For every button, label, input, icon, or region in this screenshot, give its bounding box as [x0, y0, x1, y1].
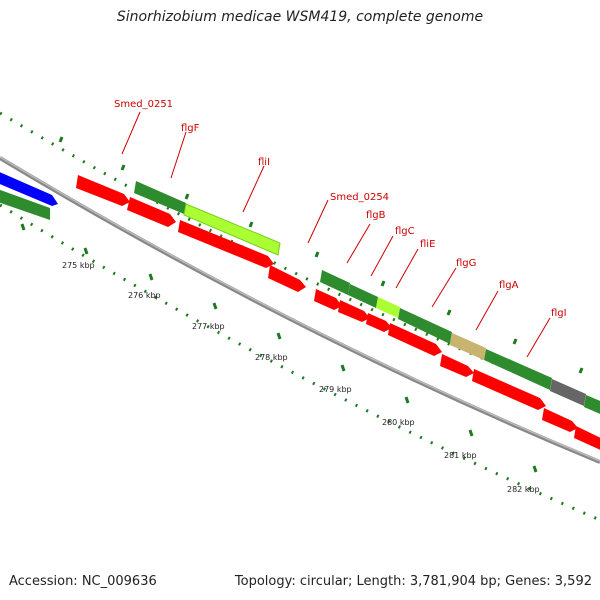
gene-label: flgF — [181, 123, 200, 134]
gene-red — [440, 354, 474, 377]
outer-major-ticks — [58, 136, 584, 374]
inner-major-ticks — [20, 223, 538, 473]
gene-green — [484, 349, 552, 390]
gene-red — [338, 300, 370, 322]
scale-label: 275 kbp — [62, 261, 95, 270]
gene-green — [320, 270, 350, 295]
gene-gray — [550, 379, 586, 406]
scale-label: 276 kbp — [128, 291, 161, 300]
gene-label: flgC — [395, 226, 415, 237]
gene-blue — [0, 172, 58, 206]
gene-lightgreen — [376, 297, 400, 318]
gene-green-left — [0, 189, 50, 220]
scale-label: 282 kbp — [507, 485, 540, 494]
gene-red — [127, 197, 176, 227]
backbone-line — [0, 156, 600, 464]
gene-label: Smed_0251 — [114, 99, 173, 110]
gene-red — [178, 220, 274, 268]
gene-red — [76, 175, 130, 206]
label-leaders — [121, 111, 551, 358]
gene-tan — [450, 333, 486, 360]
gene-lightgreen-flii — [183, 203, 281, 256]
gene-red — [388, 323, 442, 356]
gene-label: fliE — [420, 239, 435, 250]
gene-red — [574, 426, 600, 450]
gene-red — [268, 265, 306, 292]
gene-label: fliI — [258, 157, 270, 168]
map-title: Sinorhizobium medicae WSM419, complete g… — [116, 9, 484, 25]
gene-red — [314, 289, 342, 310]
gene-labels: Smed_0251 flgF fliI Smed_0254 flgB flgC … — [114, 99, 567, 319]
backbone-line-inner — [0, 156, 600, 462]
scale-label: 278 kbp — [255, 353, 288, 362]
gene-red — [542, 408, 578, 432]
gene-green-flgf — [134, 181, 186, 214]
gene-features — [0, 172, 600, 450]
scale-label: 279 kbp — [319, 385, 352, 394]
gene-label: flgG — [456, 258, 476, 269]
genome-stats-text: Topology: circular; Length: 3,781,904 bp… — [234, 574, 592, 589]
gene-green — [584, 395, 600, 414]
scale-label: 280 kbp — [382, 418, 415, 427]
gene-label: Smed_0254 — [330, 192, 389, 203]
accession-text: Accession: NC_009636 — [9, 574, 157, 589]
scale-label: 281 kbp — [444, 451, 477, 460]
gene-green — [398, 308, 452, 344]
gene-label: flgA — [499, 280, 519, 291]
gene-red — [472, 369, 546, 410]
gene-label: flgB — [366, 210, 386, 221]
scale-labels: 275 kbp 276 kbp 277 kbp 278 kbp 279 kbp … — [62, 261, 540, 494]
scale-label: 277 kbp — [192, 322, 225, 331]
gene-red — [366, 313, 392, 332]
gene-green — [348, 284, 378, 308]
gene-label: flgI — [551, 308, 567, 319]
